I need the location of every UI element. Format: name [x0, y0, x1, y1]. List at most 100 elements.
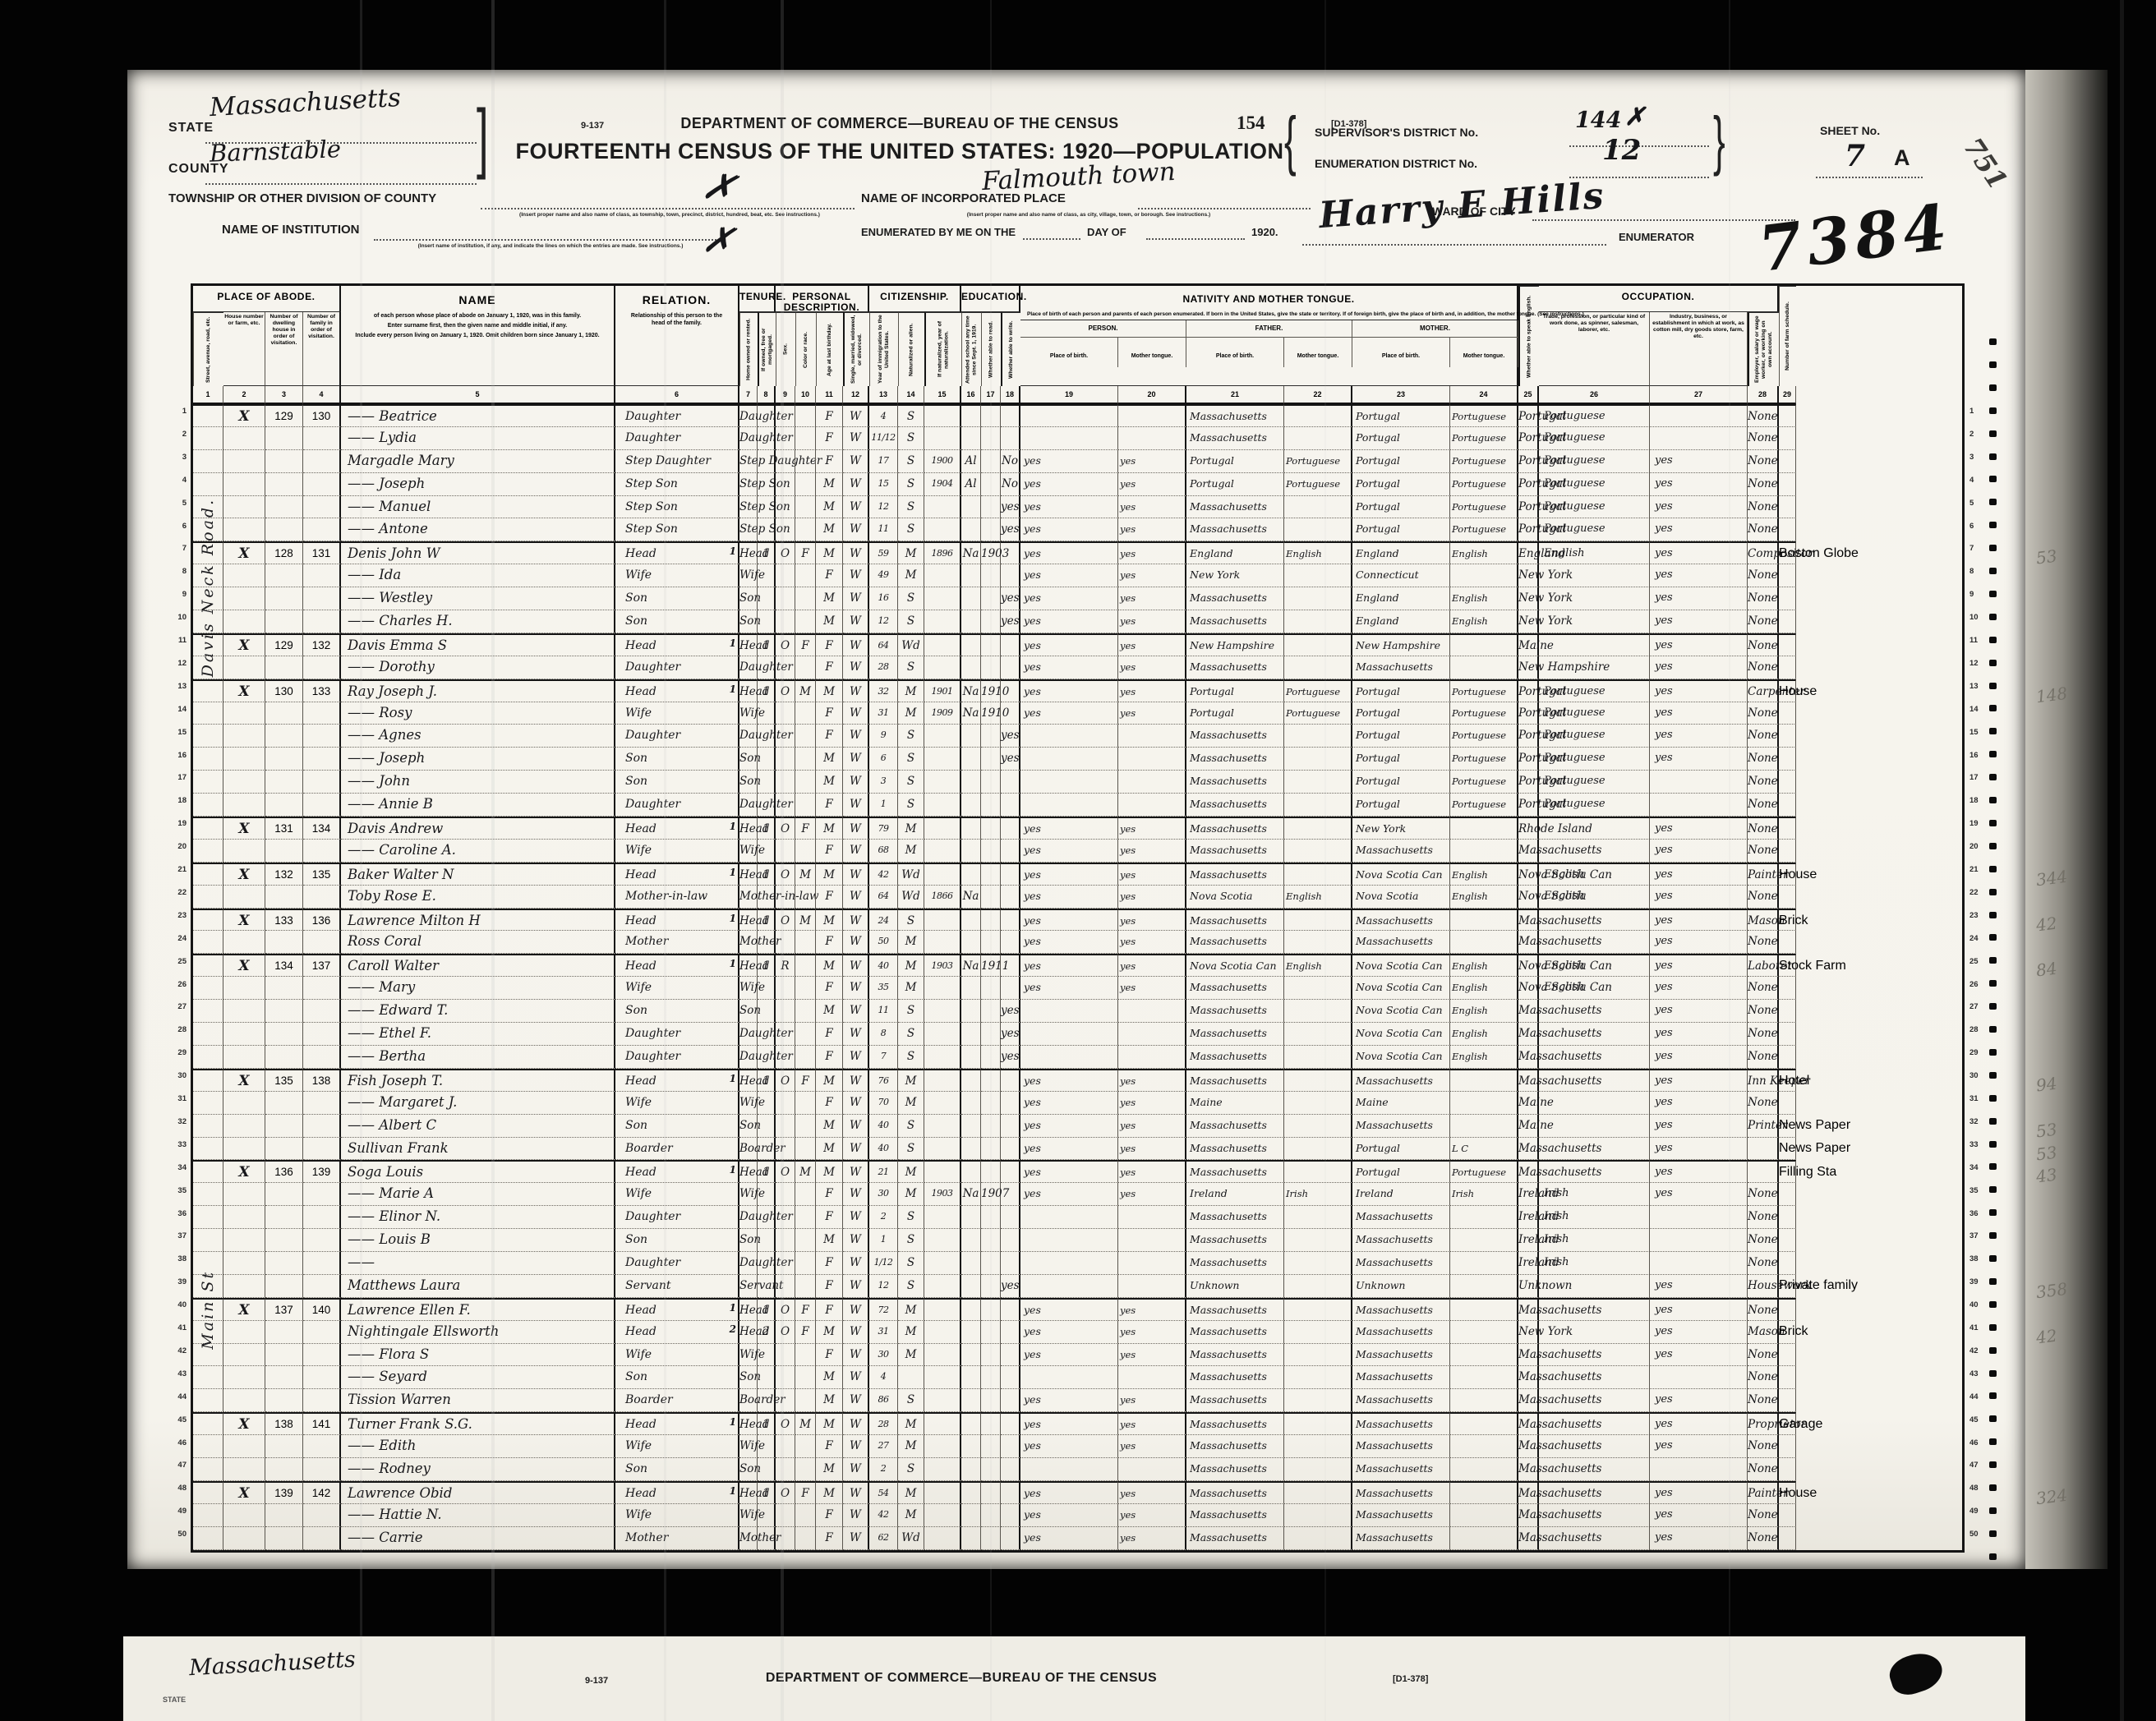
cell-family-number: [303, 748, 341, 771]
cell-house-x: [223, 1274, 265, 1298]
cell-family-number: [303, 977, 341, 1001]
cell-able-to-read: [981, 885, 1001, 909]
cell-speaks-english: Portugal: [1518, 702, 1566, 725]
cell-worker-class: None: [1748, 1435, 1779, 1458]
cell-age: F: [816, 1206, 843, 1230]
cell-street: [193, 1183, 223, 1207]
cell-house-x: X: [223, 954, 265, 978]
cell-able-to-write: [1001, 771, 1020, 794]
head-tick-mark: 1: [729, 1416, 736, 1429]
cell-dwelling-number: [265, 564, 303, 588]
cell-able-to-write: [1001, 1068, 1020, 1092]
cell-dwelling-number: 137: [265, 1297, 303, 1321]
cell-relation: Wife: [615, 1183, 739, 1207]
cell-tenure-owned: Son: [739, 1366, 761, 1390]
line-number-left: 15: [177, 727, 187, 737]
cell-tenure-owned: Daughter: [739, 656, 793, 679]
cell-sex: [776, 1251, 795, 1275]
cell-farm-schedule: [1779, 449, 1796, 473]
cell-street: [193, 1297, 223, 1321]
cell-occupation: Portuguese: [1539, 404, 1650, 427]
cell-dwelling-number: [265, 1366, 303, 1390]
perforation-dot: [1989, 1323, 1997, 1331]
cell-tenure-mortgage: 1: [758, 1480, 776, 1504]
column-number-17: 17: [981, 386, 1001, 404]
cell-house-x: [223, 794, 265, 817]
cell-sex: [776, 610, 795, 633]
cell-person-name: —— Flora S: [341, 1343, 615, 1367]
supervisor-fill-line: [1569, 145, 1709, 147]
cell-street: [193, 564, 223, 588]
cell-marital-status: W: [843, 656, 869, 679]
ink-blob: [1885, 1647, 1947, 1700]
column-number-4: 4: [303, 386, 341, 404]
cell-mother-place-of-birth: England: [1352, 610, 1450, 633]
cell-dwelling-number: [265, 748, 303, 771]
cell-industry: yes: [1650, 1137, 1748, 1161]
cell-age: F: [816, 725, 843, 748]
cell-age: F: [816, 702, 843, 725]
cell-able-to-write: [1001, 1343, 1020, 1367]
cell-mother-mother-tongue: Portuguese: [1450, 702, 1518, 725]
cell-naturalization-year: [924, 518, 961, 542]
cell-marital-status: W: [843, 977, 869, 1001]
cell-father-mother-tongue: [1284, 1343, 1352, 1367]
cell-family-number: [303, 1274, 341, 1298]
supervisor-scribble-mark: ✗: [1624, 103, 1646, 131]
cell-mother-mother-tongue: [1450, 1366, 1518, 1390]
cell-naturalization: S: [898, 1457, 924, 1481]
cell-naturalization-year: [924, 1366, 961, 1390]
cell-occupation: [1539, 1160, 1650, 1184]
cell-occupation: [1539, 1023, 1650, 1046]
header-col-8: If owned, free or mortgaged.: [758, 312, 776, 386]
cell-tenure-mortgage: [758, 610, 776, 633]
column-number-9: 9: [776, 386, 795, 404]
line-number-left: 11: [177, 636, 187, 645]
cell-father-place-of-birth: Maine: [1186, 1091, 1284, 1115]
cell-house-x: [223, 977, 265, 1001]
year-1920-label: 1920.: [1251, 226, 1278, 238]
cell-able-to-write: [1001, 1183, 1020, 1207]
cell-place-of-birth: [1020, 771, 1118, 794]
cell-attended-school: [961, 1206, 981, 1230]
cell-tenure-mortgage: 1: [758, 954, 776, 978]
column-number-29: 29: [1779, 386, 1796, 404]
cell-attended-school: [961, 1068, 981, 1092]
cell-attended-school: [961, 1251, 981, 1275]
cell-farm-schedule: News Paper: [1779, 1137, 1850, 1161]
cell-father-mother-tongue: English: [1284, 885, 1352, 909]
cell-mother-place-of-birth: Massachusetts: [1352, 656, 1450, 679]
cell-person-name: —— Beatrice: [341, 404, 615, 427]
cell-place-of-birth: [1020, 404, 1118, 427]
cell-dwelling-number: 131: [265, 817, 303, 840]
township-note: (Insert proper name and also name of cla…: [519, 212, 820, 218]
cell-attended-school: [961, 1480, 981, 1504]
cell-worker-class: Mason: [1748, 908, 1785, 932]
cell-marital-status: W: [843, 1366, 869, 1390]
cell-industry: [1650, 771, 1748, 794]
line-number-right: 47: [1969, 1461, 1979, 1470]
cell-naturalization: S: [898, 610, 924, 633]
line-number-right: 19: [1969, 819, 1979, 829]
cell-farm-schedule: [1779, 1343, 1796, 1367]
cell-tenure-owned: Wife: [739, 564, 765, 588]
cell-able-to-read: [981, 1343, 1001, 1367]
cell-occupation: English: [1539, 954, 1650, 978]
cell-tenure-owned: Wife: [739, 1091, 765, 1115]
cell-house-x: [223, 725, 265, 748]
line-number-left: 42: [177, 1346, 187, 1355]
cell-tenure-owned: Head: [739, 1412, 769, 1436]
cell-able-to-write: yes: [1001, 610, 1020, 633]
cell-mother-tongue: yes: [1118, 1503, 1186, 1527]
cell-able-to-write: [1001, 702, 1020, 725]
line-number-left: 44: [177, 1392, 187, 1401]
cell-tenure-mortgage: 1: [758, 908, 776, 932]
cell-farm-schedule: [1779, 472, 1796, 496]
cell-mother-tongue: yes: [1118, 1435, 1186, 1458]
cell-industry: yes: [1650, 748, 1748, 771]
perforation-dot: [1989, 1461, 1997, 1469]
cell-sex: O: [776, 1412, 795, 1436]
line-number-left: 19: [177, 819, 187, 829]
margin-pencil-number: 53: [2034, 1142, 2058, 1165]
cell-industry: yes: [1650, 1526, 1748, 1550]
